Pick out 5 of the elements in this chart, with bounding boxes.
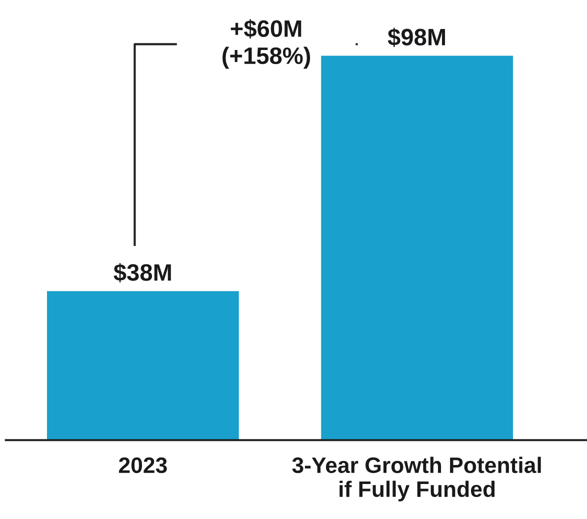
data-label: $98M [388, 28, 445, 48]
x-tick-label: 3-Year Growth Potential if Fully Funded [292, 456, 541, 502]
x-tick-label: 2023 [118, 457, 167, 474]
annotation: +$60M (+158%) [222, 19, 310, 69]
data-label: $38M [114, 263, 171, 282]
